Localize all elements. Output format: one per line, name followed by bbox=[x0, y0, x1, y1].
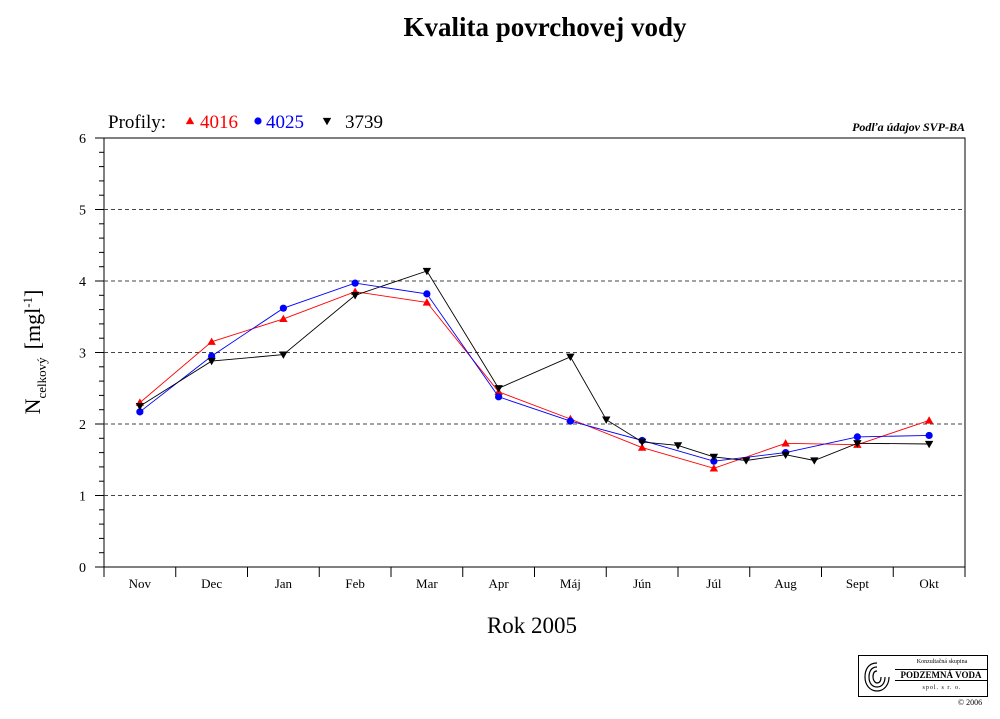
logo-line2: PODZEMNÁ VODA bbox=[895, 669, 987, 681]
y-axis-label: Ncelkový [mgl-1] bbox=[20, 290, 49, 415]
data-point-4025 bbox=[925, 431, 933, 440]
data-point-4016 bbox=[924, 416, 934, 424]
x-tick-label: Okt bbox=[919, 576, 939, 591]
data-point-3739 bbox=[279, 351, 288, 359]
data-point-3739 bbox=[853, 440, 862, 448]
y-axis-label-unit-sup: -1 bbox=[20, 297, 35, 308]
data-point-4025 bbox=[423, 290, 431, 298]
y-tick-label: 1 bbox=[79, 490, 86, 505]
y-tick-label: 6 bbox=[79, 132, 86, 147]
legend-label-3739: 3739 bbox=[345, 112, 383, 133]
data-point-4016 bbox=[422, 298, 432, 306]
y-axis-label-sub: celkový bbox=[34, 357, 49, 399]
y-tick-label: 2 bbox=[79, 418, 86, 433]
y-tick-label: 3 bbox=[79, 347, 86, 362]
logo-line1: Konzultačná skupina bbox=[916, 659, 968, 665]
y-axis-label-unit: [mgl bbox=[20, 308, 45, 350]
x-tick-label: Máj bbox=[560, 576, 581, 591]
data-point-3739 bbox=[494, 385, 503, 393]
data-point-3739 bbox=[673, 442, 683, 450]
series-line-3739 bbox=[139, 270, 930, 461]
data-point-3739 bbox=[741, 457, 751, 465]
source-note: Podľa údajov SVP-BA bbox=[852, 120, 965, 134]
copyright: © 2006 bbox=[958, 698, 983, 707]
x-tick-label: Júl bbox=[706, 576, 722, 591]
data-point-3739 bbox=[709, 453, 719, 462]
data-point-3739 bbox=[422, 267, 432, 276]
data-point-4025 bbox=[279, 304, 287, 312]
data-point-3739 bbox=[566, 353, 575, 361]
y-axis-label-main: N bbox=[20, 398, 45, 414]
logo-emblem-icon bbox=[864, 662, 890, 692]
y-axis-label-unit-end: ] bbox=[20, 290, 45, 297]
x-tick-label: Jan bbox=[275, 576, 293, 591]
series-4016 bbox=[135, 287, 934, 472]
data-point-3739 bbox=[637, 438, 647, 447]
x-axis: Nov Dec Jan Feb Mar Apr Máj Jún Júl Aug Sept Okt bbox=[103, 567, 966, 591]
data-point-4025 bbox=[208, 352, 216, 360]
x-tick-label: Mar bbox=[416, 576, 438, 591]
legend-prefix: Profily: bbox=[108, 112, 166, 133]
legend-marker-3739 bbox=[322, 117, 332, 126]
data-point-3739 bbox=[781, 451, 790, 459]
x-tick-label: Feb bbox=[345, 576, 365, 591]
series-layer bbox=[135, 267, 934, 472]
y-axis: 0 1 2 3 4 5 6 bbox=[79, 132, 104, 576]
data-point-4025 bbox=[566, 417, 574, 425]
x-tick-label: Aug bbox=[774, 576, 797, 591]
data-point-4025 bbox=[495, 393, 503, 401]
y-tick-label: 5 bbox=[79, 204, 86, 219]
data-point-4025 bbox=[136, 408, 144, 416]
data-point-4016 bbox=[279, 314, 288, 323]
chart-title: Kvalita povrchovej vody bbox=[404, 12, 687, 42]
data-point-4016 bbox=[781, 439, 790, 447]
legend-marker-4016 bbox=[185, 116, 195, 125]
legend-label-4025: 4025 bbox=[266, 112, 304, 133]
x-tick-label: Apr bbox=[489, 576, 510, 591]
legend: Profily: 4016 4025 3739 bbox=[108, 112, 383, 133]
legend-label-4016: 4016 bbox=[200, 112, 238, 133]
y-tick-label: 4 bbox=[79, 275, 86, 290]
data-point-3739 bbox=[924, 440, 934, 449]
x-tick-label: Dec bbox=[201, 576, 222, 591]
y-tick-label: 0 bbox=[79, 561, 86, 576]
data-point-3739 bbox=[810, 457, 819, 465]
data-point-4025 bbox=[853, 433, 861, 441]
data-point-3739 bbox=[135, 402, 145, 411]
x-tick-label: Nov bbox=[129, 576, 152, 591]
data-point-3739 bbox=[350, 292, 360, 300]
series-line-4016 bbox=[139, 291, 930, 469]
x-tick-label: Jún bbox=[633, 576, 652, 591]
legend-marker-4025 bbox=[254, 117, 262, 125]
company-logo: Konzultačná skupina PODZEMNÁ VODA spol. … bbox=[858, 655, 988, 697]
data-point-3739 bbox=[602, 416, 611, 424]
x-tick-label: Sept bbox=[846, 576, 870, 591]
data-point-4025 bbox=[710, 457, 718, 465]
grid-lines bbox=[104, 209, 965, 496]
series-3739 bbox=[135, 267, 934, 465]
x-axis-label: Rok 2005 bbox=[487, 613, 577, 638]
data-point-4016 bbox=[637, 443, 647, 451]
logo-line3: spol. s r. o. bbox=[922, 685, 962, 691]
data-point-4025 bbox=[351, 279, 359, 287]
data-point-4016 bbox=[709, 464, 719, 472]
series-line-4025 bbox=[139, 282, 930, 462]
data-point-4016 bbox=[207, 337, 216, 345]
data-point-3739 bbox=[207, 357, 216, 366]
